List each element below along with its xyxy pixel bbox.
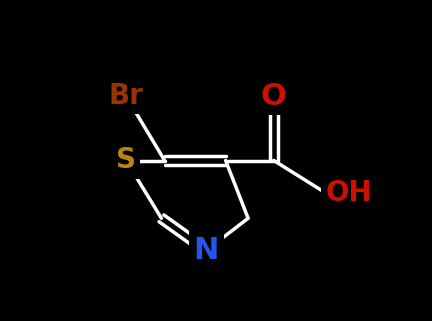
Text: OH: OH — [325, 178, 372, 207]
Text: O: O — [261, 82, 287, 111]
Text: S: S — [116, 146, 136, 175]
Text: N: N — [194, 236, 219, 265]
Text: Br: Br — [109, 82, 143, 110]
